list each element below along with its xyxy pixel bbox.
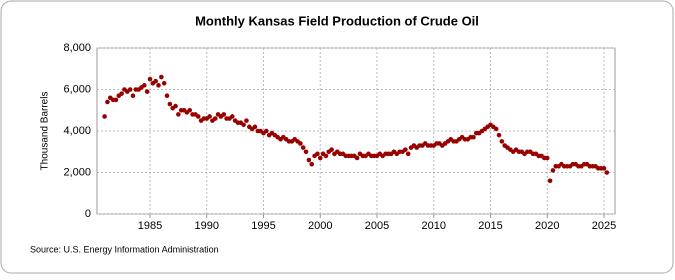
data-point	[142, 83, 147, 88]
data-point	[221, 112, 227, 117]
data-point	[153, 78, 158, 84]
y-tick-label: 8,000	[63, 42, 91, 54]
x-tick-label: 1985	[138, 220, 162, 232]
data-point	[167, 101, 173, 107]
data-point	[303, 149, 309, 155]
data-point	[323, 153, 329, 159]
x-tick-label: 2020	[535, 220, 559, 232]
data-point	[173, 103, 178, 109]
x-tick-label: 1990	[195, 220, 219, 232]
x-tick-label: 1995	[251, 220, 275, 232]
data-point	[207, 114, 212, 119]
data-point	[187, 107, 193, 113]
y-tick-label: 2,000	[63, 166, 91, 178]
data-point	[119, 91, 124, 96]
y-tick-label: 0	[85, 208, 91, 220]
x-tick-label: 2000	[308, 220, 332, 232]
data-point	[471, 134, 476, 140]
data-point	[405, 151, 411, 157]
chart-frame	[0, 0, 674, 274]
data-point	[212, 116, 218, 121]
data-point	[127, 87, 133, 92]
data-point	[496, 132, 502, 138]
data-point	[306, 157, 312, 163]
data-point	[550, 168, 556, 173]
data-point	[309, 161, 315, 167]
data-point	[176, 112, 181, 117]
data-point	[105, 99, 110, 105]
data-point	[164, 93, 170, 99]
data-point	[241, 122, 246, 128]
data-point	[161, 80, 167, 86]
x-tick-label: 2010	[422, 220, 446, 232]
data-point	[195, 114, 201, 119]
source-note: Source: U.S. Energy Information Administ…	[30, 244, 219, 254]
data-point	[244, 118, 249, 123]
data-point	[300, 145, 306, 150]
data-point	[499, 139, 505, 144]
data-point	[102, 114, 107, 119]
data-point	[159, 74, 164, 80]
data-point	[147, 76, 153, 82]
data-point	[317, 155, 323, 161]
data-point	[329, 147, 334, 152]
data-point	[113, 97, 119, 103]
data-point	[544, 155, 550, 161]
data-point	[156, 83, 161, 88]
data-point	[298, 141, 303, 146]
data-point	[354, 155, 360, 161]
x-tick-label: 2005	[365, 220, 389, 232]
y-tick-label: 4,000	[63, 125, 91, 137]
data-point	[493, 126, 499, 132]
data-point	[315, 151, 320, 157]
data-point	[403, 147, 408, 152]
x-tick-label: 2025	[592, 220, 616, 232]
data-point	[601, 166, 607, 171]
y-axis-label: Thousand Barrels	[40, 92, 51, 171]
data-point	[130, 93, 136, 99]
y-tick-label: 6,000	[63, 83, 91, 95]
x-tick-label: 2015	[478, 220, 502, 232]
data-point	[252, 124, 258, 130]
data-point	[264, 128, 269, 134]
chart-title: Monthly Kansas Field Production of Crude…	[195, 13, 479, 28]
data-point	[144, 89, 150, 94]
data-point	[547, 178, 553, 184]
data-point	[229, 114, 235, 119]
data-point	[604, 170, 610, 175]
